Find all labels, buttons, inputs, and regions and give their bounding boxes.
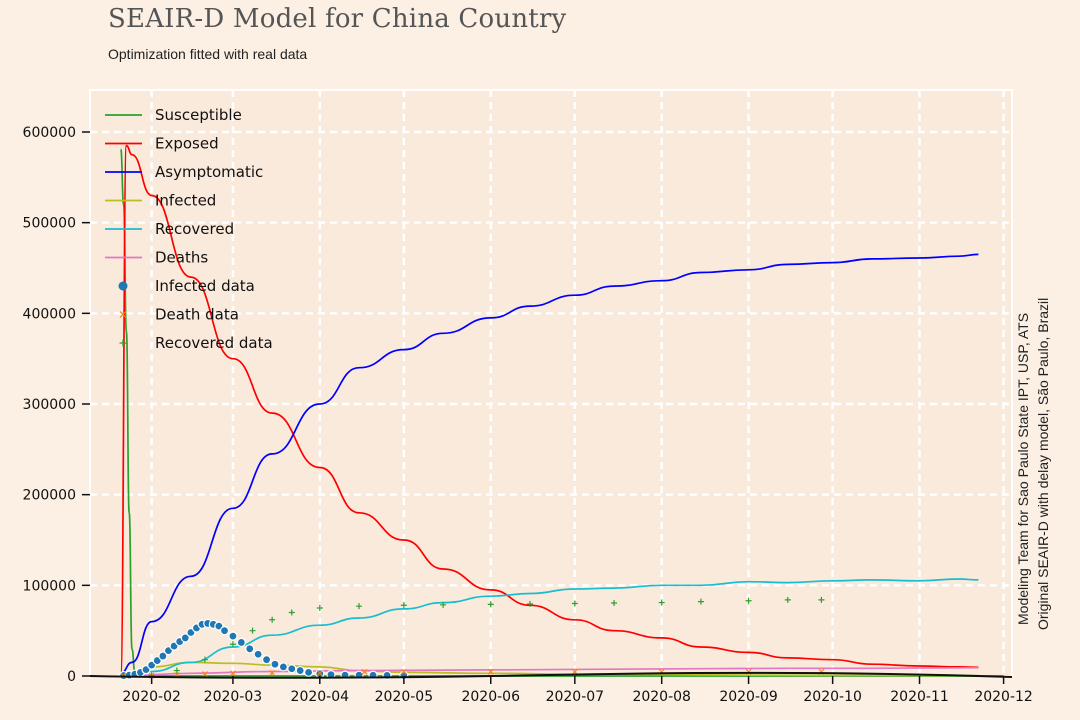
- point-recovered-data: [400, 602, 407, 609]
- point-recovered-data: [316, 605, 323, 611]
- point-death-data: [229, 670, 236, 677]
- x-tick-label: 2020-07: [546, 689, 605, 705]
- point-recovered-data: [526, 600, 533, 607]
- point-infected-data: [278, 662, 288, 672]
- point-infected-data: [180, 633, 190, 643]
- y-tick-label: 400000: [23, 306, 76, 322]
- x-tick-label: 2020-02: [122, 689, 181, 705]
- y-tick-label: 100000: [23, 578, 76, 594]
- point-recovered-data: [440, 601, 447, 608]
- y-tick-label: 200000: [23, 488, 76, 504]
- series-line-asymptomatic: [120, 253, 979, 675]
- point-death-data: [361, 668, 368, 675]
- series-line-infected: [120, 661, 979, 677]
- legend-label-recovered: Recovered: [155, 220, 234, 238]
- point-recovered-data: [229, 641, 236, 648]
- x-tick-label: 2020-03: [204, 689, 263, 705]
- point-recovered-data: [571, 600, 578, 607]
- y-tick-label: 500000: [23, 216, 76, 232]
- plot-area: [89, 89, 1013, 677]
- x-axis-line: [89, 671, 1013, 679]
- legend-label-infected-data: Infected data: [155, 277, 255, 295]
- credits-note: Modeling Team for Sao Paulo State IPT, U…: [1006, 250, 1066, 630]
- point-death-data: [316, 670, 323, 676]
- point-recovered-data: [697, 598, 704, 605]
- axis-layer: 0 100000 200000 300000 400000 500000 600000 202…: [23, 125, 1033, 705]
- series-line-deaths: [120, 666, 979, 677]
- point-death-data: [400, 668, 407, 675]
- point-recovered-data: [658, 599, 665, 606]
- legend-swatch-recovered-data: [119, 339, 127, 347]
- point-recovered-data: [269, 616, 276, 623]
- chart-subtitle: Optimization fitted with real data: [108, 46, 308, 62]
- point-recovered-data: [201, 656, 208, 663]
- legend-label-exposed: Exposed: [155, 135, 219, 153]
- y-tick-label: 300000: [23, 397, 76, 413]
- point-infected-data: [295, 665, 305, 676]
- legend-swatch-infected-data: [118, 281, 128, 291]
- point-death-data: [269, 670, 276, 677]
- y-tick-label: 600000: [23, 125, 76, 141]
- x-tick-label: 2020-12: [974, 689, 1033, 705]
- point-recovered-data: [249, 627, 256, 634]
- point-death-data: [487, 668, 494, 675]
- grid-layer: [90, 90, 1012, 676]
- x-tick-label: 2020-08: [632, 689, 691, 705]
- legend-label-death-data: Death data: [155, 306, 239, 324]
- point-infected-data: [219, 626, 230, 636]
- legend-label-recovered-data: Recovered data: [155, 334, 273, 352]
- legend-label-asymptomatic: Asymptomatic: [155, 163, 263, 181]
- point-recovered-data: [487, 601, 494, 608]
- point-recovered-data: [611, 600, 618, 607]
- chart-title: SEAIR-D Model for China Country: [108, 4, 567, 34]
- point-infected-data: [245, 644, 255, 654]
- point-infected-data: [287, 664, 297, 674]
- point-infected-data: [158, 651, 168, 661]
- series-line-recovered: [120, 578, 979, 677]
- x-tick-label: 2020-10: [803, 689, 862, 705]
- x-tick-label: 2020-06: [461, 689, 520, 705]
- point-recovered-data: [818, 596, 825, 603]
- legend-label-infected: Infected: [155, 192, 216, 210]
- point-infected-data: [303, 667, 314, 677]
- point-recovered-data: [288, 609, 295, 616]
- credits-line-2: Original SEAIR-D with delay model, São P…: [1035, 298, 1051, 630]
- point-recovered-data: [356, 603, 363, 610]
- point-recovered-data: [745, 597, 752, 604]
- credits-line-1: Modeling Team for Sao Paulo State IPT, U…: [1015, 313, 1031, 625]
- point-recovered-data: [173, 667, 180, 674]
- x-tick-label: 2020-11: [890, 689, 949, 705]
- point-infected-data: [228, 631, 238, 641]
- x-tick-label: 2020-05: [375, 689, 434, 705]
- point-recovered-data: [784, 596, 791, 603]
- x-tick-label: 2020-04: [291, 689, 350, 705]
- point-death-data: [201, 671, 208, 677]
- point-infected-data: [261, 655, 272, 665]
- x-tick-label: 2020-09: [719, 689, 778, 705]
- series-layer: [119, 144, 1004, 681]
- legend-swatch-death-data: [119, 311, 127, 318]
- series-line-exposed: [119, 144, 979, 675]
- point-death-data: [571, 668, 578, 675]
- point-infected-data: [270, 659, 280, 669]
- point-infected-data: [236, 637, 246, 648]
- legend: Susceptible Exposed Asymptomatic Infected Re…: [105, 106, 273, 352]
- point-infected-data: [253, 649, 263, 659]
- legend-label-susceptible: Susceptible: [155, 106, 242, 124]
- y-tick-label: 0: [67, 669, 76, 685]
- legend-label-deaths: Deaths: [155, 249, 208, 267]
